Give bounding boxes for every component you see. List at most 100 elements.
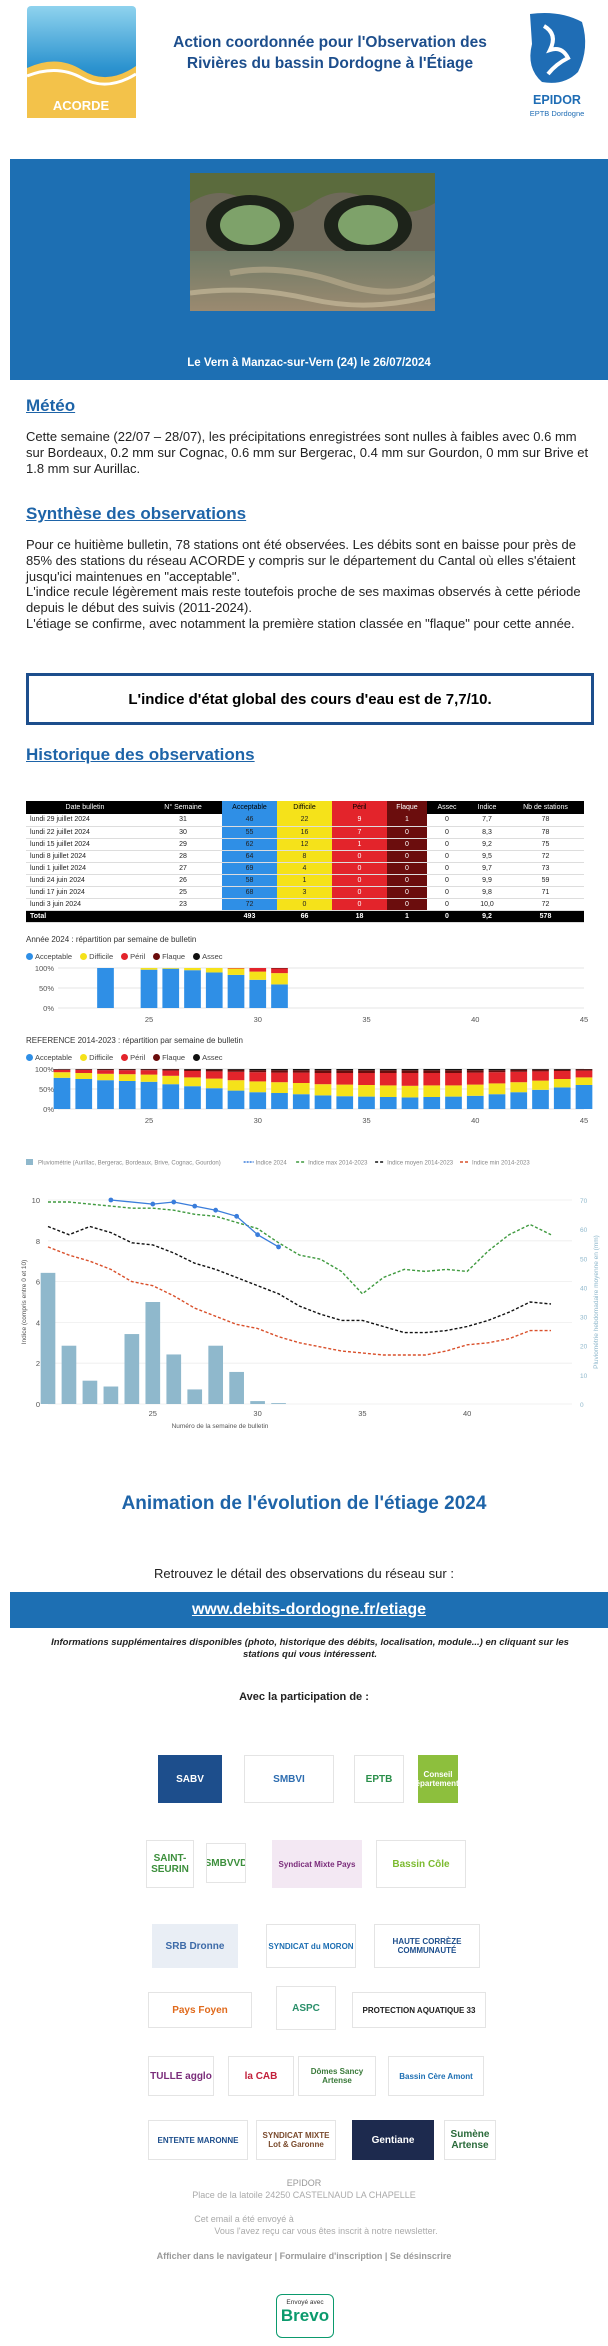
bars2024-chart: 100% 50% 0% 25 30 35 40 45 — [35, 964, 588, 1024]
y-tick-label: 100% — [35, 1065, 55, 1074]
partner-logo[interactable]: Syndicat Mixte Pays — [272, 1840, 362, 1888]
partner-logo[interactable]: SMBVI — [244, 1755, 334, 1803]
table-cell: 30 — [144, 826, 222, 839]
table-cell: 0 — [427, 898, 467, 911]
partner-logo[interactable]: EPTB — [354, 1755, 404, 1803]
table-cell: lundi 8 juillet 2024 — [26, 850, 144, 863]
y-tick-label: 10 — [32, 1196, 40, 1205]
table-cell: 8 — [277, 850, 332, 863]
col-date[interactable]: Date bulletin — [26, 801, 144, 814]
partner-logo[interactable]: PROTECTION AQUATIQUE 33 — [352, 1992, 486, 2028]
partner-logo[interactable]: SYNDICAT du MORON — [266, 1924, 356, 1968]
series-line — [47, 1246, 551, 1356]
bar-segment — [205, 1088, 223, 1109]
bar-segment — [358, 1073, 375, 1085]
partner-logo[interactable]: TULLE agglo — [148, 2056, 214, 2096]
legend-label: Acceptable — [35, 952, 73, 961]
y-axis-label: Indice (compris entre 0 et 10) — [21, 1260, 28, 1345]
partner-logo[interactable]: HAUTE CORRÈZE COMMUNAUTÉ — [374, 1924, 480, 1968]
table-cell: 27 — [144, 862, 222, 875]
bar-segment — [97, 1069, 114, 1071]
footer-org: EPIDOR — [286, 2178, 322, 2188]
series-point — [255, 1232, 260, 1238]
y2-tick-label: 10 — [580, 1373, 588, 1380]
y-tick-label: 0% — [43, 1105, 54, 1114]
bar-segment — [358, 1096, 375, 1109]
acorde-logo[interactable]: ACORDE — [27, 6, 136, 118]
x-axis-label: Numéro de la semaine de bulletin — [172, 1423, 269, 1430]
bar-segment — [510, 1071, 528, 1083]
partner-logo[interactable]: SABV — [158, 1755, 222, 1803]
series-line — [110, 1199, 279, 1248]
legend-dot — [121, 1054, 129, 1061]
partner-logo[interactable]: la CAB — [228, 2056, 294, 2096]
table-cell: 64 — [222, 850, 277, 863]
partner-logo[interactable]: SAINT-SEURIN — [146, 1840, 194, 1888]
observations-table: Date bulletin N° Semaine Acceptable Diff… — [26, 801, 584, 923]
debits-dordogne-link[interactable]: www.debits-dordogne.fr/etiage — [191, 1601, 427, 1618]
bar-segment — [510, 1069, 528, 1072]
legend-label: Assec — [202, 952, 223, 961]
table-cell: 71 — [507, 886, 584, 899]
bar-segment — [575, 1070, 593, 1078]
partner-logo[interactable]: Bassin Côle — [376, 1840, 466, 1888]
animation-title[interactable]: Animation de l'évolution de l'étiage 202… — [121, 1493, 487, 1514]
bar-segment — [401, 1085, 419, 1098]
bar-segment — [445, 1073, 462, 1086]
brevo-badge[interactable]: Envoyé avec Brevo — [276, 2294, 334, 2338]
partner-logo[interactable]: Pays Foyen — [148, 1992, 252, 2028]
table-cell: 0 — [387, 862, 427, 875]
legend-label: Péril — [130, 952, 146, 961]
legend-item: Péril — [121, 1053, 145, 1062]
bar-segment — [510, 1069, 528, 1070]
table-cell: 72 — [507, 898, 584, 911]
bar-segment — [271, 1093, 288, 1109]
col-difficile: Difficile — [277, 801, 332, 814]
partner-logo[interactable]: SMBVVD — [206, 1843, 246, 1883]
partner-logo[interactable]: Dômes Sancy Artense — [298, 2056, 376, 2096]
bar-segment — [488, 1069, 506, 1071]
legend-item: Assec — [193, 952, 223, 961]
footer-links[interactable]: Afficher dans le navigateur | Formulaire… — [156, 2251, 452, 2261]
bar-segment — [336, 1070, 354, 1073]
series-point — [234, 1213, 240, 1219]
partner-logo[interactable]: ENTENTE MARONNE — [148, 2120, 248, 2160]
y2-tick-label: 30 — [580, 1315, 588, 1322]
partner-logo[interactable]: SRB Dronne — [152, 1924, 238, 1968]
table-row: lundi 15 juillet 2024 29 62 12 1 0 0 9,2 75 — [26, 838, 584, 851]
table-cell: 66 — [277, 910, 332, 923]
x-tick-label: 40 — [471, 1015, 479, 1024]
bar-segment — [379, 1069, 397, 1071]
partner-logo[interactable]: Bassin Cère Amont — [388, 2056, 484, 2096]
partner-logo[interactable]: Sumène Artense — [444, 2120, 496, 2160]
partner-logo[interactable]: ASPC — [276, 1986, 336, 2030]
table-cell: 0 — [332, 898, 387, 911]
bars2024-title: Année 2024 : répartition par semaine de … — [26, 935, 197, 944]
table-cell: 4 — [277, 862, 332, 875]
partner-logo[interactable]: Conseil départemental — [418, 1755, 458, 1803]
photo-caption: Le Vern à Manzac-sur-Vern (24) le 26/07/… — [187, 357, 431, 369]
bar-segment — [358, 1070, 375, 1073]
table-cell: 3 — [277, 886, 332, 899]
partner-logo[interactable]: SYNDICAT MIXTE Lot & Garonne — [256, 2120, 336, 2160]
bar-segment — [488, 1070, 506, 1073]
table-cell: 0 — [387, 838, 427, 851]
table-cell: 0 — [387, 826, 427, 839]
partner-logo[interactable]: Gentiane — [352, 2120, 434, 2160]
legend-dot — [193, 953, 201, 960]
table-cell: 78 — [507, 814, 584, 827]
table-cell: 0 — [427, 838, 467, 851]
bar-segment — [401, 1097, 419, 1109]
river-photo[interactable] — [190, 173, 435, 311]
bar-segment — [466, 1072, 484, 1085]
y2-tick-label: 20 — [580, 1344, 588, 1351]
bar-segment — [510, 1092, 528, 1109]
table-cell: 9,5 — [467, 850, 507, 863]
bar-segment — [162, 968, 180, 1008]
bar-segment — [271, 1070, 288, 1073]
bar-segment — [249, 968, 267, 972]
bar-segment — [314, 1069, 332, 1071]
bar-segment — [271, 1069, 288, 1071]
epidor-logo[interactable]: EPIDOR EPTB Dordogne — [520, 8, 594, 120]
bar-segment — [118, 1074, 136, 1081]
